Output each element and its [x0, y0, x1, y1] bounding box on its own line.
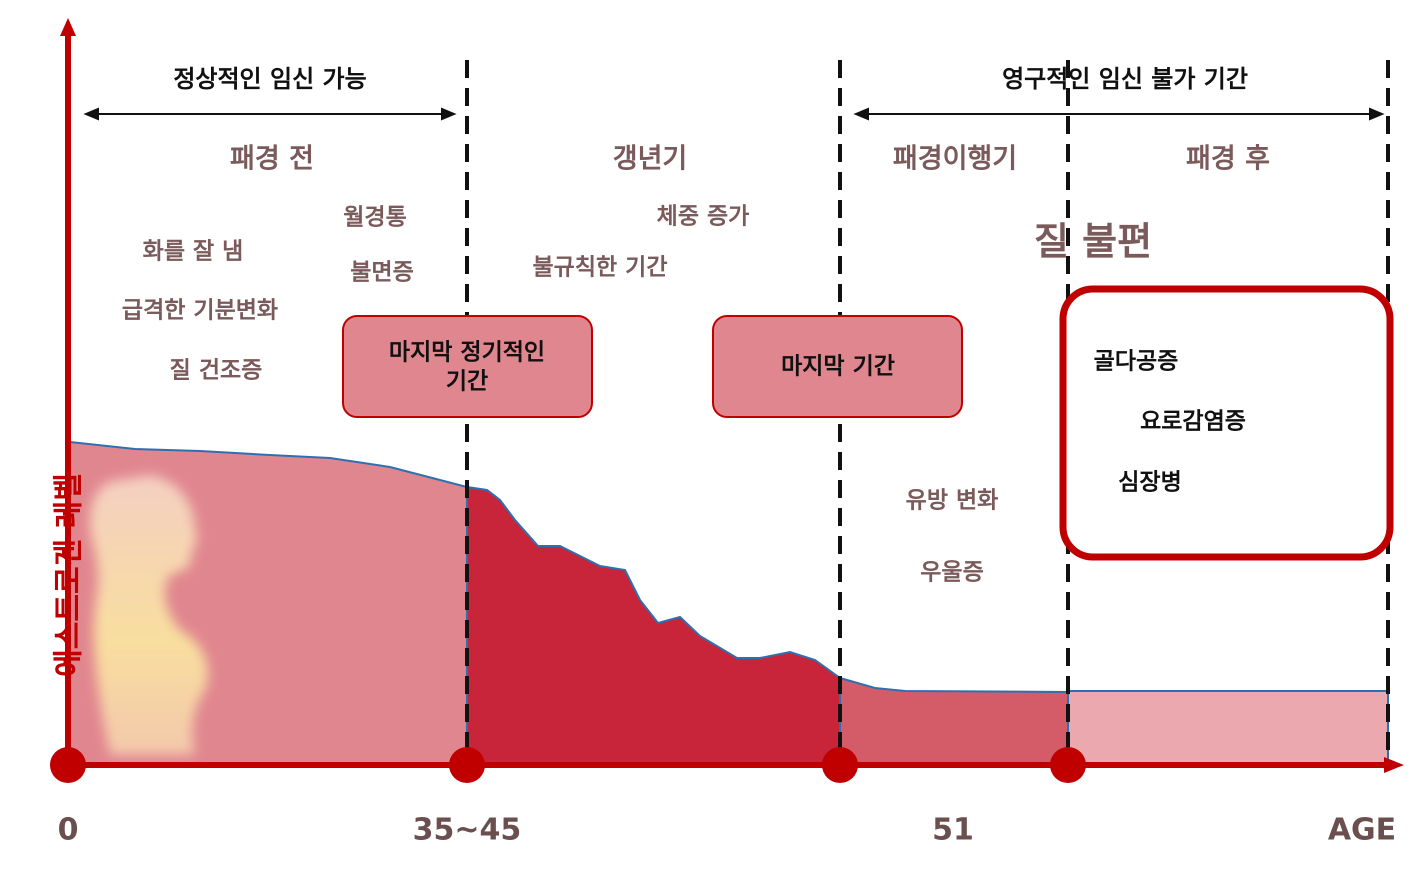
y-axis-label: 에스트로겐 레벨	[52, 473, 87, 677]
box-text: 기간	[446, 369, 488, 395]
symptom: 급격한 기분변화	[122, 298, 278, 324]
symptom: 질 건조증	[170, 358, 263, 384]
box-text: 마지막 정기적인	[389, 340, 545, 366]
symptom: 불규칙한 기간	[533, 255, 668, 281]
x-arrow	[1384, 757, 1404, 773]
area-perimenopause	[466, 485, 841, 766]
symptom: 월경통	[343, 205, 406, 231]
box-last-period	[712, 315, 963, 418]
box-risks	[1059, 285, 1394, 561]
phase: 패경이행기	[893, 144, 1017, 175]
woman-silhouette	[89, 475, 209, 755]
header: 정상적인 임신 가능	[173, 65, 366, 93]
x-label: 51	[932, 813, 974, 848]
phase: 패경 전	[230, 144, 314, 175]
symptom: 화를 잘 냄	[143, 239, 244, 265]
header: 영구적인 임신 불가 기간	[1002, 65, 1248, 93]
symptom: 유방 변화	[906, 488, 999, 514]
risk: 요로감염증	[1140, 409, 1246, 435]
phase: 갱년기	[613, 144, 688, 175]
x-label: 0	[58, 813, 79, 848]
axis-dot	[1050, 747, 1086, 783]
x-label: 35~45	[413, 813, 522, 848]
y-arrow	[60, 18, 76, 36]
symptom: 불면증	[350, 260, 413, 286]
area-postmenopause	[1067, 690, 1389, 766]
axis-dot	[50, 747, 86, 783]
risk: 심장병	[1118, 470, 1181, 496]
range-arrows	[83, 107, 1385, 121]
x-label: AGE	[1328, 813, 1396, 848]
area-transition	[839, 676, 1069, 766]
symptom: 체중 증가	[657, 204, 750, 230]
axis-dot	[449, 747, 485, 783]
symptom: 우울증	[920, 560, 983, 586]
axis-dot	[822, 747, 858, 783]
box-last-regular	[342, 315, 593, 418]
phase: 패경 후	[1186, 144, 1270, 175]
symptom-large: 질 불편	[1034, 220, 1152, 264]
box-text: 마지막 기간	[781, 354, 895, 380]
risk: 골다공증	[1094, 349, 1179, 375]
